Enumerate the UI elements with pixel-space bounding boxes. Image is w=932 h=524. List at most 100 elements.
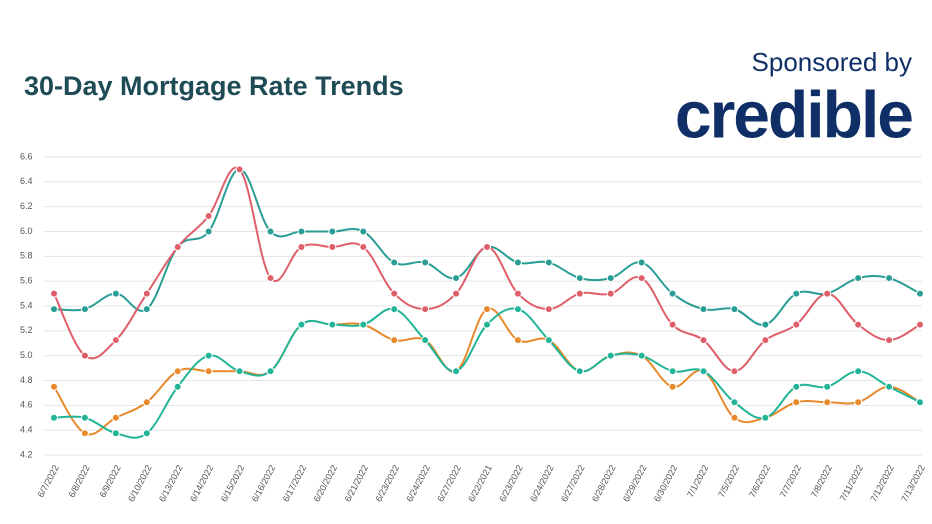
y-tick-label: 6.2 — [20, 201, 33, 211]
y-tick-label: 6.4 — [20, 176, 33, 186]
point — [173, 243, 182, 252]
point — [854, 320, 863, 329]
point — [390, 289, 399, 298]
point — [730, 305, 739, 314]
point — [916, 320, 924, 329]
x-tick-label: 6/23/2022 — [497, 463, 525, 503]
point — [50, 413, 58, 422]
point — [792, 382, 801, 391]
point — [885, 274, 894, 283]
point — [359, 320, 368, 329]
point — [359, 227, 368, 236]
point — [328, 227, 337, 236]
point — [173, 382, 182, 391]
y-tick-label: 4.4 — [20, 425, 33, 435]
y-tick-label: 4.2 — [20, 449, 33, 459]
point — [266, 227, 275, 236]
x-tick-label: 7/11/2022 — [838, 463, 865, 502]
x-tick-label: 7/13/2022 — [899, 463, 927, 503]
chart-title: 30-Day Mortgage Rate Trends — [24, 71, 404, 101]
point — [761, 336, 770, 345]
sponsor-logo: credible — [675, 77, 912, 151]
y-tick-label: 5.0 — [20, 350, 33, 360]
x-tick-label: 6/7/2022 — [36, 463, 61, 499]
point — [235, 165, 244, 174]
x-tick-label: 6/29/2022 — [621, 463, 649, 503]
point — [80, 413, 89, 422]
x-tick-label: 6/28/2022 — [590, 463, 618, 503]
point — [668, 367, 677, 376]
point — [111, 289, 120, 298]
point — [668, 289, 677, 298]
y-tick-label: 5.4 — [20, 300, 33, 310]
point — [80, 351, 89, 360]
point — [142, 289, 151, 298]
point — [390, 336, 399, 345]
point — [111, 336, 120, 345]
point — [730, 398, 739, 407]
point — [575, 289, 584, 298]
point — [452, 274, 461, 283]
point — [421, 305, 430, 314]
x-tick-label: 6/8/2022 — [67, 463, 92, 499]
x-tick-label: 7/7/2022 — [778, 463, 803, 499]
sponsor-label: Sponsored by — [752, 47, 912, 77]
point — [235, 367, 244, 376]
x-tick-label: 6/20/2022 — [312, 463, 340, 503]
point — [854, 398, 863, 407]
point — [111, 413, 120, 422]
point — [483, 320, 491, 329]
point — [730, 413, 739, 422]
point — [297, 227, 306, 236]
point — [359, 243, 368, 252]
point — [792, 289, 801, 298]
x-tick-label: 6/15/2022 — [219, 463, 247, 503]
x-tick-label: 6/13/2022 — [157, 463, 185, 503]
point — [452, 367, 461, 376]
point — [142, 305, 151, 314]
point — [730, 367, 739, 376]
x-tick-label: 6/17/2022 — [281, 463, 309, 503]
point — [390, 305, 399, 314]
point — [173, 367, 182, 376]
point — [668, 382, 677, 391]
y-tick-label: 4.8 — [20, 375, 33, 385]
x-tick-label: 6/24/2022 — [528, 463, 556, 503]
x-tick-label: 7/8/2022 — [809, 463, 834, 499]
point — [544, 258, 553, 267]
point — [575, 367, 584, 376]
x-tick-label: 6/9/2022 — [97, 463, 122, 499]
point — [266, 274, 275, 283]
point — [390, 258, 399, 267]
point — [513, 336, 522, 345]
point — [668, 320, 677, 329]
x-tick-label: 7/6/2022 — [747, 463, 772, 499]
y-tick-label: 4.6 — [20, 400, 33, 410]
x-tick-label: 6/27/2022 — [559, 463, 587, 503]
point — [699, 336, 708, 345]
point — [761, 413, 770, 422]
x-tick-label: 7/1/2022 — [685, 463, 710, 499]
point — [80, 429, 89, 438]
y-tick-label: 6.6 — [20, 151, 33, 161]
x-tick-label: 6/27/2022 — [435, 463, 463, 503]
point — [885, 336, 894, 345]
x-tick-label: 7/12/2022 — [868, 463, 896, 503]
point — [761, 320, 770, 329]
x-tick-label: 6/23/2022 — [373, 463, 401, 503]
point — [606, 274, 615, 283]
point — [50, 382, 58, 391]
point — [50, 289, 58, 298]
point — [328, 243, 337, 252]
x-tick-label: 6/21/2022 — [343, 463, 371, 503]
x-tick-label: 7/5/2022 — [716, 463, 741, 499]
point — [483, 243, 491, 252]
point — [142, 429, 151, 438]
point — [80, 305, 89, 314]
point — [637, 351, 646, 360]
y-tick-label: 5.8 — [20, 251, 33, 261]
point — [204, 211, 213, 220]
point — [792, 320, 801, 329]
point — [204, 367, 213, 376]
